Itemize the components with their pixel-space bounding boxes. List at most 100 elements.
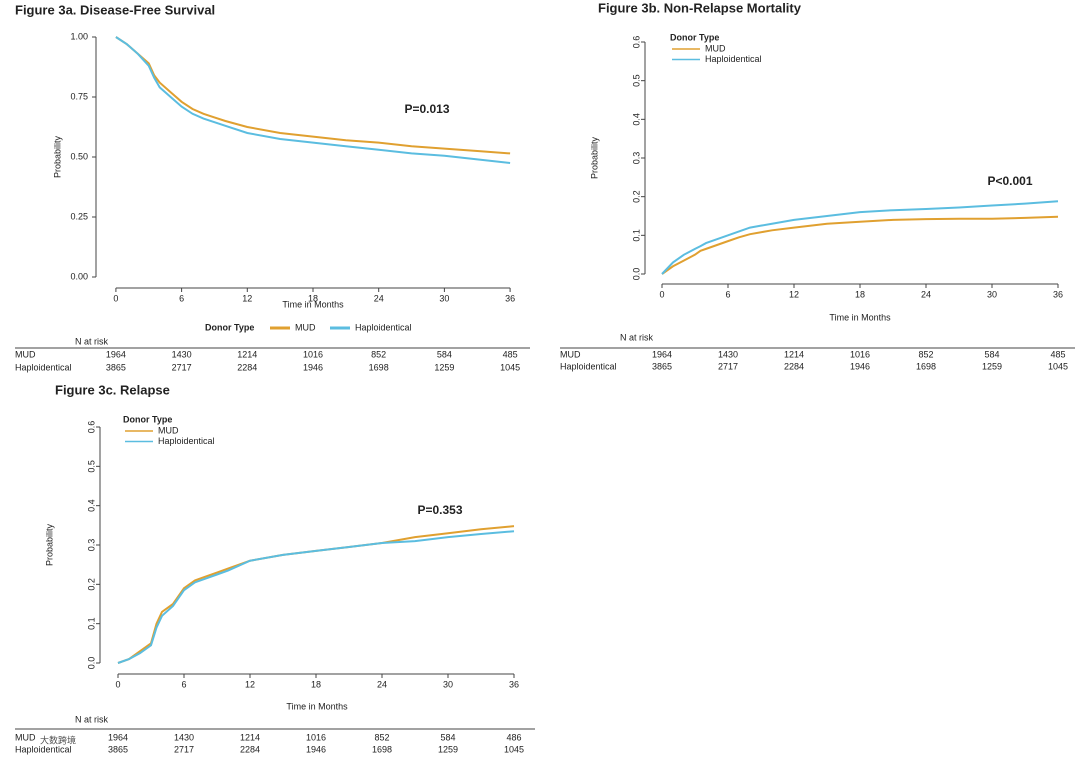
risk-value: 1259 [438, 744, 458, 754]
y-axis-label: Probability [52, 135, 62, 178]
x-tick-label: 18 [855, 289, 865, 299]
risk-value: 1214 [237, 349, 257, 359]
risk-value: 1430 [172, 349, 192, 359]
y-tick-label: 0.00 [70, 271, 88, 281]
x-tick-label: 0 [115, 679, 120, 689]
risk-value: 1698 [372, 744, 392, 754]
risk-value: 1016 [306, 732, 326, 742]
x-tick-label: 6 [179, 293, 184, 303]
y-tick-label: 0.1 [86, 617, 96, 630]
risk-value: 1016 [850, 349, 870, 359]
y-tick-label: 0.6 [86, 421, 96, 434]
x-tick-label: 12 [242, 293, 252, 303]
legend-title: Donor Type [123, 414, 172, 424]
y-axis-label: Probability [44, 523, 54, 566]
risk-value: 1214 [784, 349, 804, 359]
y-tick-label: 0.0 [631, 268, 641, 281]
risk-value: 1946 [850, 361, 870, 371]
x-tick-label: 12 [789, 289, 799, 299]
risk-row-name: MUD [15, 349, 36, 359]
risk-value: 1045 [1048, 361, 1068, 371]
legend-label: Haploidentical [355, 322, 412, 332]
x-tick-label: 0 [659, 289, 664, 299]
risk-value: 2284 [237, 362, 257, 372]
x-tick-label: 0 [113, 293, 118, 303]
risk-value: 1946 [306, 744, 326, 754]
legend-label: MUD [158, 425, 179, 435]
risk-value: 584 [440, 732, 455, 742]
x-tick-label: 24 [377, 679, 387, 689]
x-tick-label: 18 [308, 293, 318, 303]
risk-table-title: N at risk [75, 336, 109, 346]
y-tick-label: 0.3 [86, 539, 96, 552]
risk-value: 2717 [718, 361, 738, 371]
risk-value: 1259 [434, 362, 454, 372]
risk-value: 486 [506, 732, 521, 742]
x-tick-label: 24 [374, 293, 384, 303]
risk-value: 1698 [916, 361, 936, 371]
series-line [115, 36, 511, 155]
annotation: P=0.013 [404, 102, 449, 116]
risk-value: 1045 [504, 744, 524, 754]
annotation: P=0.353 [417, 503, 462, 517]
x-tick-label: 24 [921, 289, 931, 299]
y-tick-label: 0.5 [86, 460, 96, 473]
risk-value: 584 [984, 349, 999, 359]
y-tick-label: 0.3 [631, 152, 641, 165]
x-tick-label: 36 [509, 679, 519, 689]
y-tick-label: 0.25 [70, 211, 88, 221]
legend-label: Haploidentical [158, 436, 215, 446]
y-tick-label: 0.50 [70, 151, 88, 161]
risk-value: 852 [918, 349, 933, 359]
legend-label: Haploidentical [705, 54, 762, 64]
x-axis-label: Time in Months [282, 299, 344, 309]
legend-label: MUD [705, 43, 726, 53]
risk-value: 1964 [106, 349, 126, 359]
risk-value: 485 [503, 349, 518, 359]
x-tick-label: 6 [725, 289, 730, 299]
risk-value: 584 [437, 349, 452, 359]
risk-value: 852 [374, 732, 389, 742]
x-axis-label: Time in Months [829, 312, 891, 322]
risk-value: 485 [1050, 349, 1065, 359]
risk-table-title: N at risk [620, 332, 654, 342]
y-tick-label: 1.00 [70, 31, 88, 41]
x-axis-label: Time in Months [286, 701, 348, 711]
x-tick-label: 36 [505, 293, 515, 303]
series-line [661, 215, 1059, 275]
series-line [117, 525, 515, 664]
risk-value: 1946 [303, 362, 323, 372]
series-line [117, 530, 515, 664]
risk-value: 2717 [172, 362, 192, 372]
x-tick-label: 18 [311, 679, 321, 689]
x-tick-label: 30 [987, 289, 997, 299]
risk-value: 1964 [652, 349, 672, 359]
risk-value: 852 [371, 349, 386, 359]
y-tick-label: 0.2 [86, 578, 96, 591]
risk-value: 1698 [369, 362, 389, 372]
series-line [661, 200, 1059, 275]
risk-value: 1430 [174, 732, 194, 742]
y-tick-label: 0.5 [631, 74, 641, 87]
risk-value: 1045 [500, 362, 520, 372]
x-tick-label: 6 [181, 679, 186, 689]
risk-value: 1214 [240, 732, 260, 742]
watermark: 大数跨境 [40, 734, 76, 745]
risk-value: 3865 [108, 744, 128, 754]
y-tick-label: 0.4 [631, 113, 641, 126]
y-tick-label: 0.0 [86, 657, 96, 670]
legend-label: MUD [295, 322, 316, 332]
risk-value: 1964 [108, 732, 128, 742]
x-tick-label: 12 [245, 679, 255, 689]
risk-value: 3865 [106, 362, 126, 372]
x-tick-label: 30 [443, 679, 453, 689]
risk-value: 2284 [784, 361, 804, 371]
y-tick-label: 0.4 [86, 499, 96, 512]
chart-title: Figure 3b. Non-Relapse Mortality [598, 0, 802, 15]
series-line [115, 36, 511, 164]
chart-title: Figure 3c. Relapse [55, 382, 170, 397]
legend-title: Donor Type [670, 32, 719, 42]
y-tick-label: 0.2 [631, 190, 641, 203]
risk-value: 3865 [652, 361, 672, 371]
